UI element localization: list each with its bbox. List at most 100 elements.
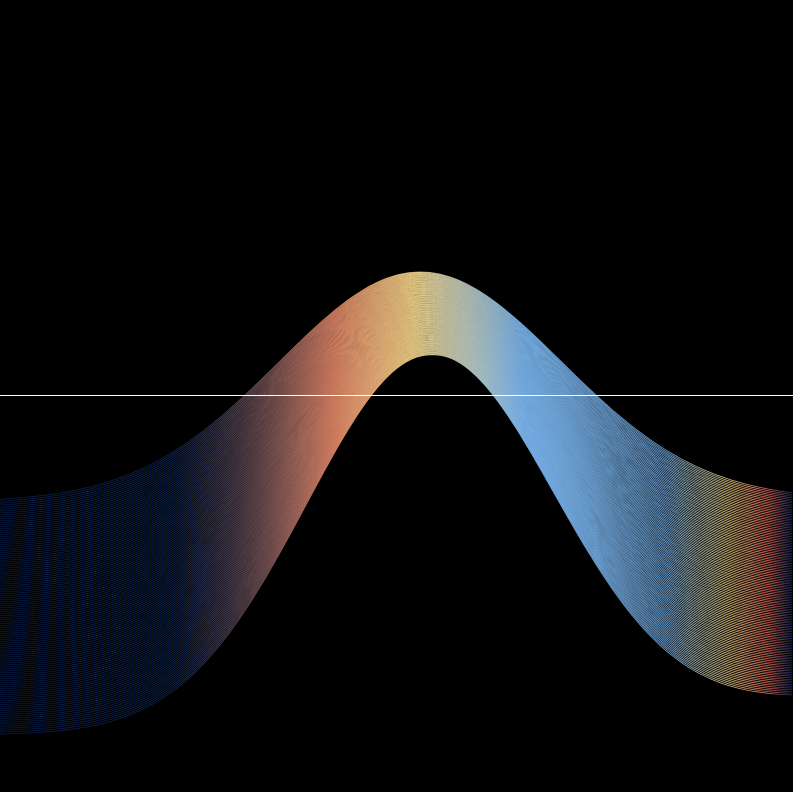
- wave-curve: [0, 340, 793, 696]
- wave-curve: [0, 351, 793, 725]
- wave-curve: [0, 280, 793, 526]
- wave-curve: [0, 298, 793, 575]
- wave-curve: [0, 292, 793, 559]
- wave-curve: [0, 343, 793, 703]
- wave-curve: [0, 330, 793, 666]
- wave-curve: [0, 351, 793, 727]
- wave-curve: [0, 284, 793, 536]
- wave-curve: [0, 345, 793, 709]
- wave-curve: [0, 318, 793, 632]
- wave-curve: [0, 287, 793, 545]
- wave-curve: [0, 332, 793, 674]
- wave-curve: [0, 294, 793, 565]
- wave-curve: [0, 293, 793, 561]
- wave-curve: [0, 353, 793, 731]
- wave-curve: [0, 284, 793, 538]
- wave-curve: [0, 334, 793, 678]
- wave-curve: [0, 311, 793, 615]
- wave-curve: [0, 277, 793, 518]
- wave-curve: [0, 336, 793, 684]
- wave-curve: [0, 317, 793, 630]
- wave-curve: [0, 339, 793, 692]
- wave-curve: [0, 341, 793, 697]
- wave-curve: [0, 286, 793, 543]
- wave-curve: [0, 314, 793, 621]
- wave-curve: [0, 304, 793, 595]
- wave-curve: [0, 310, 793, 611]
- wave-curve: [0, 308, 793, 605]
- wave-curve: [0, 307, 793, 601]
- wave-curve: [0, 303, 793, 591]
- wave-curve: [0, 282, 793, 532]
- wave-curve: [0, 328, 793, 662]
- wave-curve: [0, 329, 793, 664]
- wave-curve: [0, 348, 793, 719]
- wave-curve: [0, 278, 793, 520]
- wave-curve: [0, 316, 793, 626]
- wave-curve: [0, 275, 793, 512]
- wave-curve: [0, 325, 793, 654]
- wave-curve: [0, 312, 793, 617]
- wave-curve: [0, 300, 793, 581]
- wave-curve: [0, 323, 793, 646]
- wave-curve: [0, 320, 793, 638]
- wave-curve: [0, 309, 793, 609]
- wave-curve: [0, 332, 793, 672]
- wave-curve: [0, 285, 793, 540]
- wave-curve: [0, 307, 793, 603]
- wave-curve: [0, 324, 793, 650]
- wave-curve: [0, 303, 793, 589]
- wave-curve: [0, 321, 793, 642]
- wave-curve: [0, 319, 793, 636]
- wave-curve: [0, 301, 793, 585]
- wave-curve: [0, 306, 793, 599]
- wave-curve: [0, 343, 793, 705]
- wave-curve: [0, 282, 793, 530]
- wave-curve: [0, 271, 793, 500]
- wave-curve: [0, 344, 793, 707]
- wave-curve: [0, 313, 793, 619]
- wave-curve: [0, 315, 793, 624]
- wave-curve: [0, 350, 793, 723]
- wave-curve: [0, 314, 793, 622]
- wave-curve: [0, 347, 793, 715]
- wave-curve: [0, 291, 793, 557]
- wave-curve: [0, 316, 793, 628]
- wave-curve: [0, 328, 793, 660]
- wave-curve: [0, 280, 793, 524]
- wave-curve: [0, 272, 793, 504]
- wave-curve: [0, 293, 793, 563]
- wave-curve: [0, 283, 793, 534]
- wave-curve: [0, 305, 793, 597]
- wave-curve: [0, 277, 793, 516]
- wave-curve: [0, 274, 793, 508]
- wave-curve: [0, 299, 793, 579]
- wave-curve: [0, 338, 793, 690]
- wave-curve: [0, 272, 793, 502]
- wave-curve: [0, 341, 793, 699]
- wave-curve: [0, 279, 793, 522]
- wave-curve: [0, 288, 793, 549]
- wave-curve: [0, 323, 793, 648]
- wave-curve: [0, 330, 793, 668]
- wave-curves: [0, 271, 793, 735]
- wave-curve: [0, 286, 793, 542]
- wave-curve: [0, 327, 793, 658]
- wave-curve: [0, 304, 793, 593]
- wave-curve: [0, 300, 793, 583]
- wave-curve: [0, 337, 793, 688]
- wave-curve: [0, 318, 793, 634]
- wave-curve: [0, 320, 793, 640]
- wave-curve: [0, 295, 793, 567]
- wave-curve: [0, 348, 793, 717]
- wave-curve: [0, 276, 793, 514]
- wave-curve: [0, 346, 793, 713]
- wave-curve: [0, 302, 793, 587]
- wave-curve: [0, 325, 793, 652]
- wave-curve: [0, 297, 793, 573]
- wave-curve: [0, 349, 793, 721]
- wave-curve: [0, 273, 793, 506]
- wave-curve: [0, 322, 793, 644]
- wave-curve: [0, 342, 793, 701]
- wave-curve: [0, 352, 793, 729]
